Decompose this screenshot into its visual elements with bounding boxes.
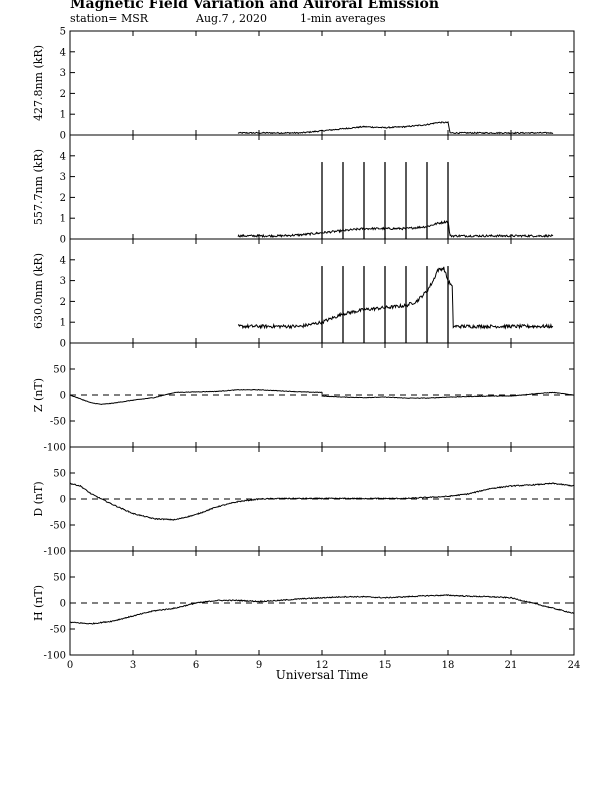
pZ-series-line xyxy=(69,389,575,405)
x-axis-label: Universal Time xyxy=(276,668,369,682)
p4278-ytick-label: 0 xyxy=(60,131,66,142)
pD-ytick-label: -50 xyxy=(50,521,66,532)
pH-frame xyxy=(69,550,575,656)
pZ-ytick-label: -100 xyxy=(44,443,66,454)
p5577-ytick-label: 3 xyxy=(60,172,66,183)
p5577-series-line xyxy=(237,219,554,239)
p4278-series-line xyxy=(237,120,554,135)
xtick-label: 21 xyxy=(505,660,518,671)
p6300-ytick-label: 4 xyxy=(60,255,66,266)
p6300-ytick-label: 0 xyxy=(60,339,66,350)
xtick-label: 9 xyxy=(256,660,262,671)
p5577-ytick-label: 4 xyxy=(60,151,66,162)
chart-title: Magnetic Field Variation and Auroral Emi… xyxy=(70,0,440,12)
xtick-label: 3 xyxy=(130,660,136,671)
p4278-ylabel: 427.8nm (kR) xyxy=(32,45,45,121)
pH-series-line xyxy=(69,594,575,625)
station-label: station= MSR xyxy=(70,12,149,25)
pD-ytick-label: 50 xyxy=(53,469,66,480)
p4278-ytick-label: 5 xyxy=(60,27,66,38)
xtick-label: 12 xyxy=(316,660,329,671)
averaging-label: 1-min averages xyxy=(300,12,386,25)
date-label: Aug.7 , 2020 xyxy=(196,12,268,25)
pD-frame xyxy=(69,446,575,552)
pZ-ytick-label: 0 xyxy=(60,391,66,402)
p6300-ytick-label: 3 xyxy=(60,276,66,287)
xtick-label: 24 xyxy=(568,660,581,671)
xtick-label: 15 xyxy=(379,660,392,671)
pH-ytick-label: -100 xyxy=(44,651,66,662)
pD-series-line xyxy=(69,482,575,521)
p4278-ytick-label: 2 xyxy=(60,89,66,100)
xtick-label: 0 xyxy=(67,660,73,671)
p4278-frame xyxy=(69,30,575,136)
pH-ytick-label: 0 xyxy=(60,599,66,610)
pH-ytick-label: 50 xyxy=(53,573,66,584)
pH-ylabel: H (nT) xyxy=(32,585,45,621)
pZ-ytick-label: 50 xyxy=(53,365,66,376)
pD-ytick-label: 0 xyxy=(60,495,66,506)
p4278-ytick-label: 1 xyxy=(60,110,66,121)
p4278-ytick-label: 4 xyxy=(60,47,66,58)
xtick-label: 6 xyxy=(193,660,199,671)
p5577-ylabel: 557.7nm (kR) xyxy=(32,149,45,225)
p6300-series-line xyxy=(237,266,554,330)
p5577-ytick-label: 0 xyxy=(60,235,66,246)
pH-ytick-label: -50 xyxy=(50,625,66,636)
xtick-label: 18 xyxy=(442,660,455,671)
p4278-ytick-label: 3 xyxy=(60,68,66,79)
pZ-ylabel: Z (nT) xyxy=(32,378,45,412)
pD-ylabel: D (nT) xyxy=(32,481,45,516)
p5577-ytick-label: 1 xyxy=(60,214,66,225)
p6300-ylabel: 630.0nm (kR) xyxy=(32,253,45,329)
pZ-ytick-label: -50 xyxy=(50,417,66,428)
p6300-ytick-label: 1 xyxy=(60,318,66,329)
pD-ytick-label: -100 xyxy=(44,547,66,558)
p5577-ytick-label: 2 xyxy=(60,193,66,204)
p6300-ytick-label: 2 xyxy=(60,297,66,308)
